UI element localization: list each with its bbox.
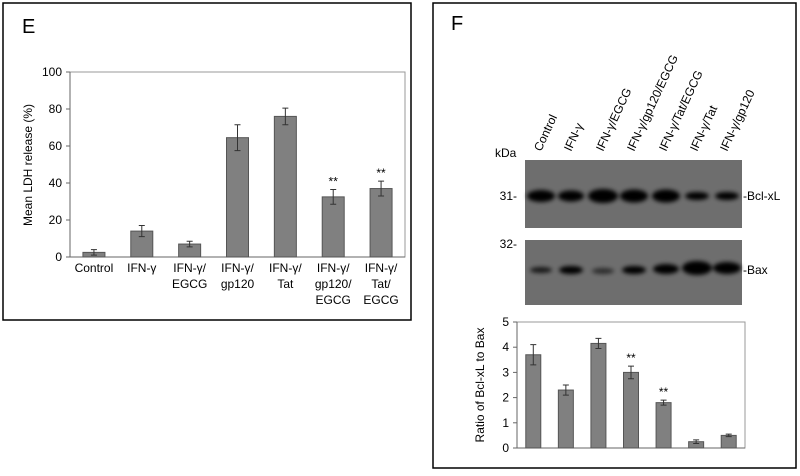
significance-mark: **: [376, 166, 386, 180]
lane-label: Control: [531, 112, 560, 153]
blot-marker: 32-: [500, 237, 517, 251]
bar: [623, 371, 639, 449]
x-tick-label: gp120: [221, 277, 255, 291]
bar: [720, 434, 737, 449]
bar: [655, 402, 672, 449]
blot-marker: 31-: [500, 189, 517, 203]
y-tick-label: 80: [49, 102, 63, 116]
panel-label: F: [451, 13, 463, 35]
y-tick-label: 20: [49, 213, 63, 227]
y-tick-label: 3: [502, 365, 509, 379]
x-tick-label: Control: [75, 261, 114, 275]
error-bar: [628, 365, 634, 380]
y-tick-label: 1: [502, 416, 509, 430]
y-tick-label: 40: [49, 176, 63, 190]
band-label: -Bcl-xL: [743, 189, 781, 203]
y-axis-label: Mean LDH release (%): [21, 104, 35, 226]
y-tick-label: 4: [502, 340, 509, 354]
error-bar: [186, 240, 193, 248]
y-tick-label: 5: [502, 315, 509, 329]
x-tick-label: gp120/: [315, 277, 352, 291]
blot-bax: [525, 240, 742, 305]
panel-e-frame: [2, 2, 412, 321]
x-tick-label: IFN-γ/: [221, 261, 254, 275]
bar: [273, 115, 297, 258]
blot-unit: kDa: [495, 146, 517, 160]
y-tick-label: 0: [502, 441, 509, 455]
error-bar: [330, 188, 337, 205]
bar: [226, 137, 249, 258]
y-tick-label: 60: [49, 139, 63, 153]
bar: [590, 342, 607, 449]
bar: [321, 196, 345, 258]
significance-mark: **: [329, 174, 339, 188]
error-bar: [595, 337, 602, 349]
y-tick-label: 100: [42, 65, 62, 79]
x-tick-label: EGCG: [316, 293, 351, 307]
x-tick-label: IFN-γ/: [173, 261, 206, 275]
error-bar: [138, 225, 145, 238]
error-bar: [725, 433, 732, 438]
error-bar: [660, 399, 667, 406]
x-tick-label: IFN-γ/: [365, 261, 398, 275]
x-tick-label: EGCG: [363, 293, 398, 307]
blot-bcl-xl: [525, 160, 742, 228]
lane-label: IFN-γ: [561, 121, 586, 153]
error-bar: [693, 439, 700, 444]
bar: [369, 188, 393, 258]
x-tick-label: Tat: [277, 277, 294, 291]
x-tick-label: EGCG: [172, 277, 207, 291]
bar: [557, 389, 574, 449]
panel-f-frame: [432, 2, 797, 469]
error-bar: [234, 124, 241, 152]
bar: [525, 354, 542, 449]
error-bar: [282, 107, 289, 126]
band-label: -Bax: [743, 263, 768, 277]
y-tick-label: 2: [502, 391, 509, 405]
error-bar: [562, 384, 569, 396]
lane-label: IFN-γ/gp120: [717, 87, 758, 153]
significance-mark: **: [659, 385, 669, 399]
error-bar: [90, 249, 97, 256]
error-bar: [530, 344, 537, 366]
y-tick-label: 0: [55, 250, 62, 264]
x-tick-label: Tat/: [371, 277, 391, 291]
significance-mark: **: [626, 351, 636, 365]
error-bar: [378, 180, 385, 197]
lane-label: IFN-γ/Tat: [687, 103, 721, 154]
x-tick-label: IFN-γ: [127, 261, 156, 275]
x-tick-label: IFN-γ/: [317, 261, 350, 275]
y-axis-label: Ratio of Bcl-xL to Bax: [473, 328, 487, 443]
panel-label: E: [22, 16, 35, 38]
x-tick-label: IFN-γ/: [269, 261, 302, 275]
